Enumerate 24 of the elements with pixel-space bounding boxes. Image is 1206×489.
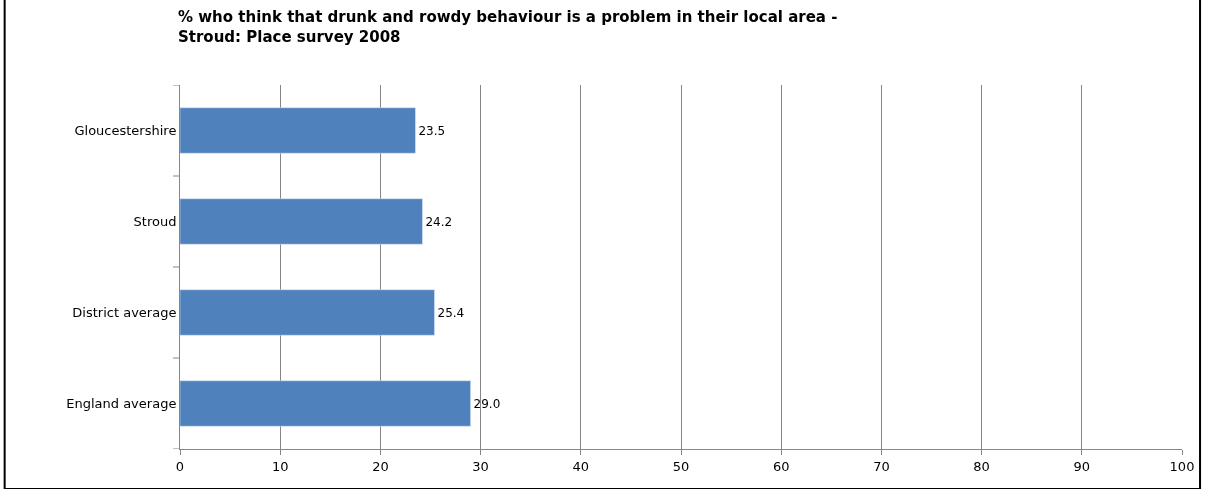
y-tick-label: Gloucestershire [74, 123, 177, 139]
x-tick-label: 10 [271, 458, 289, 474]
x-tick-label: 0 [175, 458, 185, 474]
bar [180, 198, 423, 245]
x-tick-label: 80 [973, 458, 990, 474]
bar [180, 380, 471, 427]
x-tick-label: 40 [572, 458, 590, 474]
chart-title: % who think that drunk and rowdy behaviour is a problem in their local area - Stroud: Place survey 2008 [178, 8, 838, 46]
bar [180, 107, 416, 154]
x-tick-label: 20 [372, 458, 389, 474]
data-label: 25.4 [437, 305, 465, 320]
y-tick-label: District average [72, 305, 177, 321]
data-label: 24.2 [425, 214, 453, 229]
x-tick-label: 70 [873, 458, 890, 474]
x-tick-label: 100 [1169, 458, 1195, 474]
data-label: 29.0 [473, 396, 501, 411]
y-tick-label: Stroud [133, 214, 177, 230]
x-tick-label: 60 [772, 458, 790, 474]
bar [180, 289, 435, 336]
x-tick-label: 90 [1073, 458, 1091, 474]
data-label: 23.5 [418, 123, 446, 138]
x-tick-label: 50 [672, 458, 690, 474]
x-tick-label: 30 [472, 458, 489, 474]
y-tick-label: England average [66, 396, 177, 412]
